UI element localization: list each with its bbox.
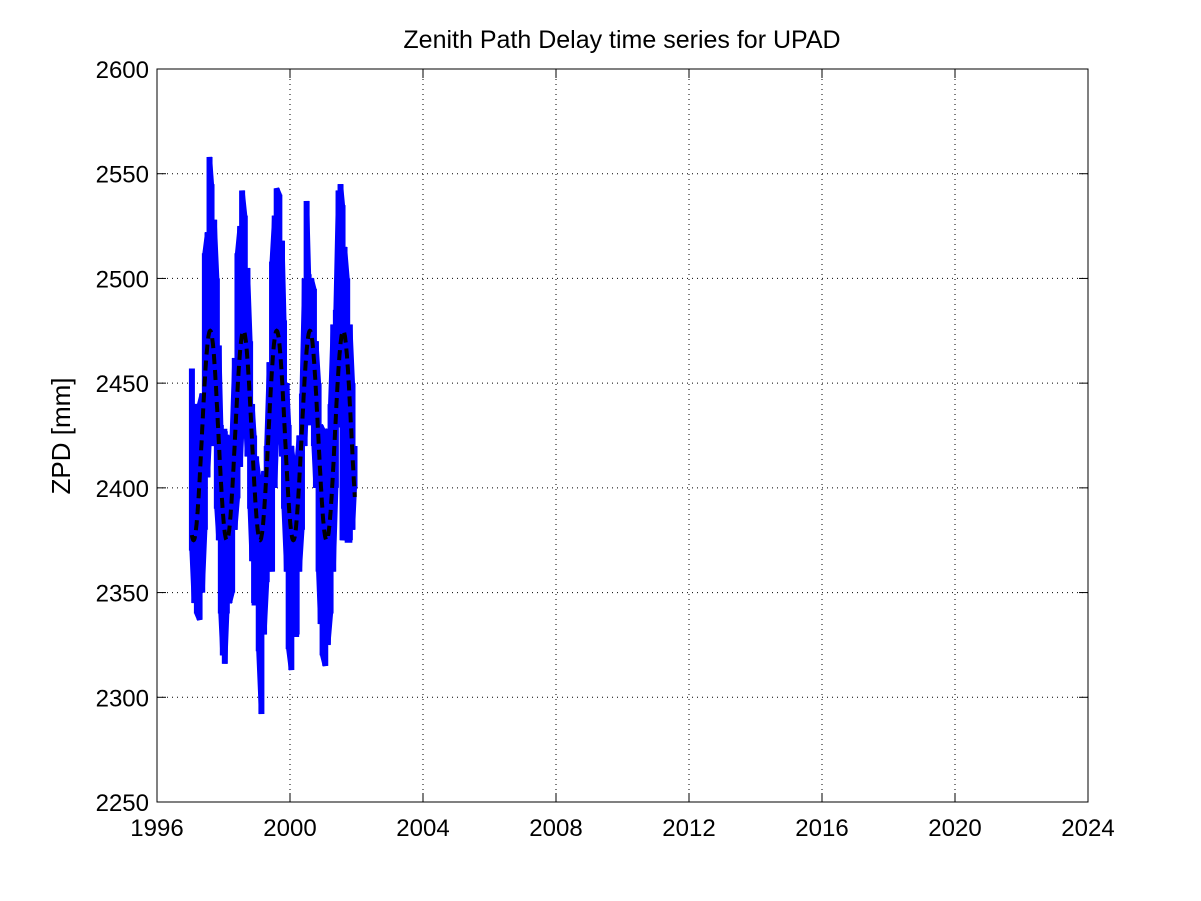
- y-tick-label: 2450: [96, 371, 149, 398]
- x-tick-label: 2020: [928, 815, 981, 842]
- y-tick-label: 2250: [96, 790, 149, 817]
- y-tick-labels: 2250 2300 2350 2400 2450 2500 2550 2600: [96, 57, 149, 817]
- tick-marks: [156, 68, 1089, 803]
- y-tick-label: 2600: [96, 57, 149, 84]
- x-tick-label: 2000: [263, 815, 316, 842]
- y-tick-label: 2300: [96, 685, 149, 712]
- x-tick-label: 1996: [130, 815, 183, 842]
- x-tick-label: 2004: [396, 815, 449, 842]
- series-layer: [188, 156, 358, 715]
- y-tick-label: 2400: [96, 476, 149, 503]
- y-tick-label: 2550: [96, 162, 149, 189]
- x-tick-label: 2024: [1061, 815, 1114, 842]
- x-tick-label: 2012: [662, 815, 715, 842]
- y-axis-label: ZPD [mm]: [46, 378, 76, 495]
- y-tick-label: 2350: [96, 581, 149, 608]
- x-tick-label: 2016: [795, 815, 848, 842]
- chart-title: Zenith Path Delay time series for UPAD: [403, 26, 840, 54]
- x-tick-labels: 1996 2000 2004 2008 2012 2016 2020 2024: [130, 815, 1114, 842]
- axes-box: [156, 68, 1089, 803]
- x-tick-label: 2008: [529, 815, 582, 842]
- y-tick-label: 2500: [96, 266, 149, 293]
